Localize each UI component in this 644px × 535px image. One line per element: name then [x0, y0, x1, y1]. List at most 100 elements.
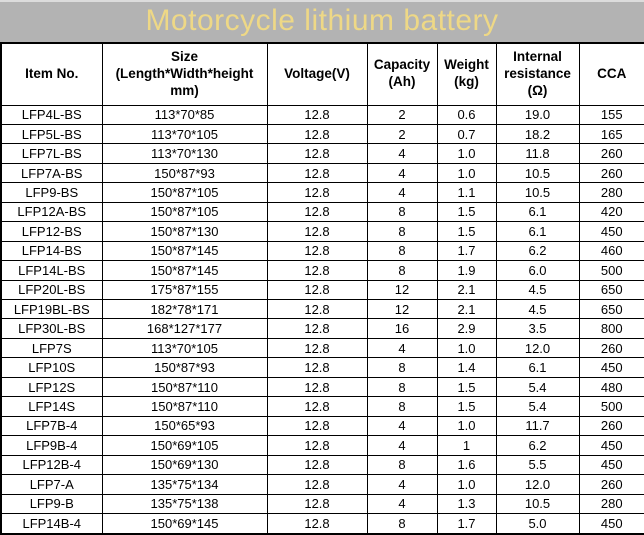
table-cell: LFP12B-4 — [0, 454, 103, 476]
table-cell: LFP12-BS — [0, 221, 103, 242]
table-cell: LFP14B-4 — [0, 513, 103, 535]
table-cell: 450 — [578, 221, 644, 242]
table-cell: 1.9 — [436, 260, 497, 281]
table-cell: 150*87*130 — [101, 221, 268, 242]
table-cell: 150*69*145 — [101, 513, 268, 535]
table-cell: 113*70*105 — [101, 123, 268, 145]
table-cell: 4 — [366, 474, 438, 495]
battery-spec-table: Item No. Size (Length*Width*height mm) Vol… — [0, 42, 644, 535]
table-cell: 1.3 — [436, 493, 497, 515]
table-cell: 6.1 — [495, 221, 580, 242]
table-cell: 150*87*110 — [101, 376, 268, 398]
table-cell: 1.4 — [436, 357, 497, 378]
table-row: LFP14B-4 150*69*145 12.8 8 1.7 5.0 450 — [0, 513, 644, 535]
column-header: Internal resistance (Ω) — [495, 42, 580, 106]
table-cell: 8 — [366, 221, 438, 242]
table-row: LFP4L-BS 113*70*85 12.8 2 0.6 19.0 155 — [0, 104, 644, 125]
table-row: LFP9-BS 150*87*105 12.8 4 1.1 10.5 280 — [0, 182, 644, 203]
table-cell: 19.0 — [495, 104, 580, 125]
table-cell: 650 — [578, 299, 644, 320]
table-row: LFP9-B 135*75*138 12.8 4 1.3 10.5 280 — [0, 493, 644, 515]
table-cell: 10.5 — [495, 162, 580, 184]
table-cell: 12.8 — [266, 260, 368, 281]
table-row: LFP14-BS 150*87*145 12.8 8 1.7 6.2 460 — [0, 240, 644, 262]
table-row: LFP5L-BS 113*70*105 12.8 2 0.7 18.2 165 — [0, 123, 644, 145]
table-cell: 1.0 — [436, 474, 497, 495]
table-cell: LFP14S — [0, 396, 103, 417]
table-row: LFP7L-BS 113*70*130 12.8 4 1.0 11.8 260 — [0, 143, 644, 164]
table-cell: LFP12A-BS — [0, 201, 103, 223]
table-cell: 150*69*130 — [101, 454, 268, 476]
table-cell: 280 — [578, 493, 644, 515]
table-cell: 1.0 — [436, 337, 497, 359]
table-cell: 168*127*177 — [101, 318, 268, 339]
table-cell: 11.8 — [495, 143, 580, 164]
table-cell: 12.8 — [266, 240, 368, 262]
table-cell: 12.8 — [266, 279, 368, 301]
table-cell: 12.8 — [266, 143, 368, 164]
table-cell: 12.8 — [266, 415, 368, 437]
column-header: Weight (kg) — [436, 42, 497, 106]
table-cell: 260 — [578, 474, 644, 495]
table-cell: 12.8 — [266, 474, 368, 495]
table-cell: 1.5 — [436, 396, 497, 417]
table-cell: LFP19BL-BS — [0, 299, 103, 320]
table-row: LFP30L-BS 168*127*177 12.8 16 2.9 3.5 800 — [0, 318, 644, 339]
table-row: LFP7B-4 150*65*93 12.8 4 1.0 11.7 260 — [0, 415, 644, 437]
table-cell: 2.1 — [436, 299, 497, 320]
table-cell: LFP9-B — [0, 493, 103, 515]
table-cell: 800 — [578, 318, 644, 339]
table-cell: 4 — [366, 415, 438, 437]
table-row: LFP20L-BS 175*87*155 12.8 12 2.1 4.5 650 — [0, 279, 644, 301]
table-cell: 5.5 — [495, 454, 580, 476]
table-cell: 1.1 — [436, 182, 497, 203]
table-cell: 12.8 — [266, 221, 368, 242]
table-cell: 12.8 — [266, 182, 368, 203]
table-cell: 12.8 — [266, 513, 368, 535]
table-cell: 2.1 — [436, 279, 497, 301]
table-cell: 500 — [578, 260, 644, 281]
table-cell: 11.7 — [495, 415, 580, 437]
table-cell: LFP20L-BS — [0, 279, 103, 301]
table-cell: 450 — [578, 435, 644, 456]
table-cell: 4.5 — [495, 279, 580, 301]
table-cell: 4 — [366, 337, 438, 359]
table-cell: 150*87*105 — [101, 201, 268, 223]
table-row: LFP7-A 135*75*134 12.8 4 1.0 12.0 260 — [0, 474, 644, 495]
table-cell: 113*70*85 — [101, 104, 268, 125]
column-header: CCA — [578, 42, 644, 106]
table-cell: LFP12S — [0, 376, 103, 398]
table-cell: 12.8 — [266, 396, 368, 417]
table-cell: 6.1 — [495, 357, 580, 378]
table-cell: 155 — [578, 104, 644, 125]
table-cell: 500 — [578, 396, 644, 417]
table-row: LFP12A-BS 150*87*105 12.8 8 1.5 6.1 420 — [0, 201, 644, 223]
table-cell: 2 — [366, 104, 438, 125]
table-cell: 450 — [578, 513, 644, 535]
table-cell: 4 — [366, 143, 438, 164]
table-cell: 12.8 — [266, 435, 368, 456]
table-cell: 6.0 — [495, 260, 580, 281]
table-cell: 8 — [366, 513, 438, 535]
table-cell: LFP30L-BS — [0, 318, 103, 339]
table-cell: 12.8 — [266, 162, 368, 184]
table-cell: LFP14L-BS — [0, 260, 103, 281]
table-cell: 12.0 — [495, 474, 580, 495]
table-row: LFP12S 150*87*110 12.8 8 1.5 5.4 480 — [0, 376, 644, 398]
table-row: LFP19BL-BS 182*78*171 12.8 12 2.1 4.5 650 — [0, 299, 644, 320]
table-cell: 12.8 — [266, 201, 368, 223]
table-cell: 10.5 — [495, 182, 580, 203]
table-cell: 1.6 — [436, 454, 497, 476]
table-cell: 12.8 — [266, 357, 368, 378]
table-cell: 8 — [366, 260, 438, 281]
table-header: Item No. Size (Length*Width*height mm) Vol… — [0, 42, 644, 106]
table-cell: 8 — [366, 454, 438, 476]
table-cell: 12.0 — [495, 337, 580, 359]
table-cell: 280 — [578, 182, 644, 203]
table-cell: 18.2 — [495, 123, 580, 145]
column-header: Size (Length*Width*height mm) — [101, 42, 268, 106]
table-cell: 4 — [366, 435, 438, 456]
table-cell: 5.0 — [495, 513, 580, 535]
table-cell: 150*87*145 — [101, 240, 268, 262]
table-cell: 6.2 — [495, 240, 580, 262]
